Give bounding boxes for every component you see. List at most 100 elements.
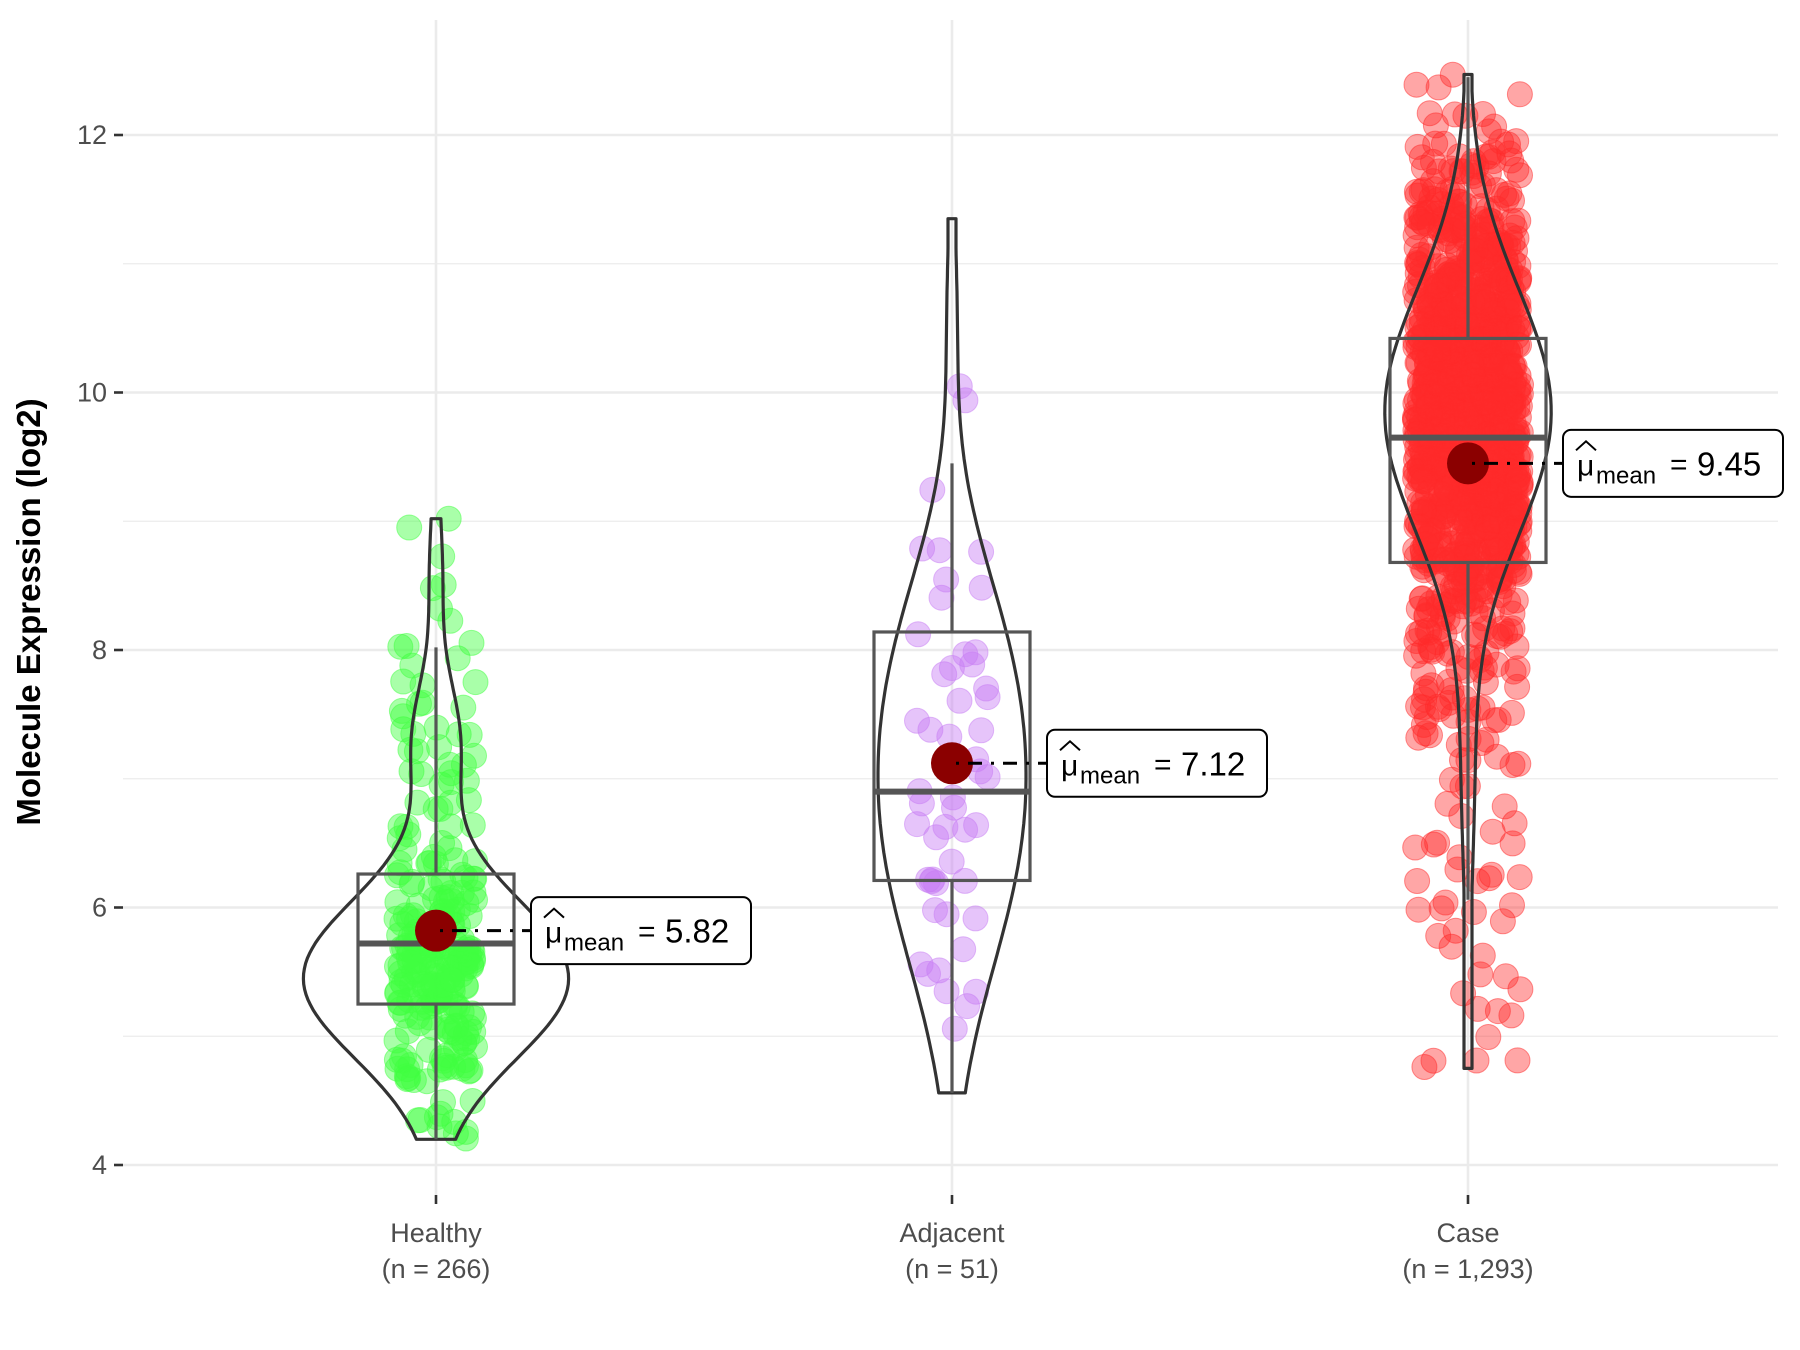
data-point xyxy=(452,864,479,891)
data-point xyxy=(1415,393,1442,420)
data-point xyxy=(974,684,1001,711)
data-point xyxy=(1431,546,1458,573)
data-point xyxy=(905,621,932,648)
mean-symbol: μ xyxy=(1577,449,1594,482)
data-point xyxy=(1405,896,1432,923)
data-point xyxy=(1425,922,1452,949)
data-point xyxy=(456,721,483,748)
data-point xyxy=(394,1066,421,1093)
data-point xyxy=(1492,378,1519,405)
data-point xyxy=(415,1036,442,1063)
data-point xyxy=(435,954,462,981)
data-point xyxy=(1432,300,1458,327)
data-point xyxy=(419,575,446,602)
data-point xyxy=(973,675,1000,702)
data-point xyxy=(1406,464,1433,490)
data-point xyxy=(1424,693,1451,720)
data-point xyxy=(1468,247,1494,274)
data-point xyxy=(384,980,411,1007)
mean-label-box xyxy=(1046,728,1268,798)
data-point xyxy=(1411,686,1437,713)
mean-equals: = xyxy=(1154,748,1172,781)
data-point xyxy=(904,811,930,838)
data-point xyxy=(442,1120,469,1147)
data-point xyxy=(1503,156,1530,183)
data-point xyxy=(1499,830,1526,857)
data-point xyxy=(438,760,465,787)
data-point xyxy=(405,1107,431,1134)
data-point xyxy=(932,813,959,840)
data-point xyxy=(398,971,425,998)
mean-subscript: mean xyxy=(564,930,624,957)
data-point xyxy=(383,1027,410,1054)
data-point xyxy=(946,687,973,714)
data-point xyxy=(974,764,1001,791)
x-tick-label: Case xyxy=(1436,1218,1499,1248)
mean-point xyxy=(931,742,973,785)
data-point xyxy=(963,812,990,839)
mean-subscript: mean xyxy=(1080,762,1140,789)
data-point xyxy=(1425,74,1452,101)
data-point xyxy=(420,843,447,870)
data-point xyxy=(462,669,489,696)
mean-equals: = xyxy=(1670,448,1688,481)
data-point xyxy=(458,953,485,980)
data-point xyxy=(938,848,965,875)
data-point xyxy=(1453,401,1479,428)
data-point xyxy=(1476,331,1503,358)
data-point xyxy=(1452,214,1479,241)
data-point xyxy=(1408,311,1435,338)
data-point xyxy=(1484,998,1511,1025)
data-point xyxy=(1499,752,1526,778)
mean-point xyxy=(415,909,457,952)
data-point xyxy=(1408,208,1435,235)
data-point xyxy=(449,1055,476,1082)
data-point xyxy=(1426,532,1453,559)
data-point xyxy=(425,987,452,1014)
data-point xyxy=(393,633,420,659)
data-point xyxy=(1428,895,1455,922)
data-point xyxy=(926,957,953,984)
data-point xyxy=(1481,113,1508,140)
data-point xyxy=(952,387,979,414)
data-point xyxy=(401,948,428,974)
violin-adjacent xyxy=(876,217,1028,1095)
x-tick-sample-size: (n = 1,293) xyxy=(1402,1254,1533,1284)
data-point xyxy=(952,816,979,843)
data-point xyxy=(1437,262,1464,289)
data-point xyxy=(450,751,477,778)
data-point xyxy=(1478,861,1505,888)
data-point xyxy=(1503,128,1530,155)
data-point xyxy=(1449,531,1476,558)
data-point xyxy=(1412,720,1439,747)
data-point xyxy=(1438,933,1465,960)
y-axis-title: Molecule Expression (log2) xyxy=(10,398,47,825)
hat-accent xyxy=(1059,739,1081,752)
data-point xyxy=(1507,976,1534,1003)
data-point xyxy=(1410,638,1437,664)
data-point xyxy=(1421,176,1448,203)
data-point xyxy=(390,668,417,695)
data-point xyxy=(1461,621,1488,648)
data-point xyxy=(390,703,417,730)
data-point xyxy=(408,994,435,1021)
data-point xyxy=(444,645,471,672)
data-point xyxy=(941,1015,968,1042)
data-point xyxy=(384,889,411,916)
data-point xyxy=(1471,654,1498,681)
data-point xyxy=(1479,818,1506,845)
data-point xyxy=(1411,1054,1438,1080)
data-point xyxy=(968,717,995,744)
data-point xyxy=(904,707,930,734)
data-point xyxy=(458,629,485,656)
data-point xyxy=(457,1057,484,1084)
x-axis: Healthy (n = 266) Adjacent (n = 51) Case (n =… xyxy=(382,1195,1534,1284)
mean-subscript: mean xyxy=(1596,462,1656,489)
points-adjacent xyxy=(904,373,1001,1042)
data-point xyxy=(459,1088,486,1114)
data-point xyxy=(1499,892,1525,919)
data-point xyxy=(954,993,981,1020)
mean-point xyxy=(1447,442,1489,485)
data-point xyxy=(1483,743,1510,770)
data-point xyxy=(1482,507,1509,534)
